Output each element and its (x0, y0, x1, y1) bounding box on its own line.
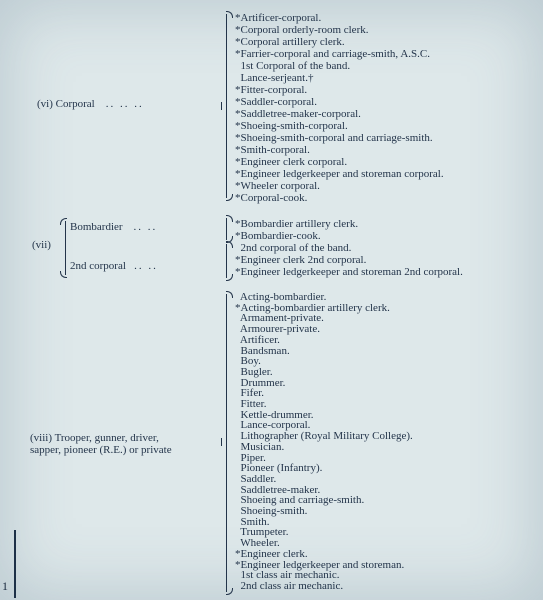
section-vi-items: *Artificer-corporal. *Corporal orderly-r… (235, 12, 444, 204)
section-numeral: (viii) (30, 432, 52, 444)
list-item: *Farrier-corporal and carriage-smith, A.… (235, 48, 444, 60)
section-label-line1: Trooper, gunner, driver, (55, 432, 159, 444)
list-item: Lance-serjeant.† (235, 72, 444, 84)
list-item: Musician. (235, 442, 413, 453)
footer-bar (14, 530, 16, 598)
list-item: *Engineer clerk corporal. (235, 156, 444, 168)
section-vii-bombardier-left: Bombardier .. .. (70, 221, 157, 233)
list-item: *Saddler-corporal. (235, 96, 444, 108)
brace-vii-left (65, 221, 66, 275)
list-item: *Corporal artillery clerk. (235, 36, 444, 48)
document-page: (vi) Corporal .. .. .. *Artificer-corpor… (0, 0, 543, 600)
section-vi-left: (vi) Corporal .. .. .. (37, 98, 144, 110)
list-item: *Engineer clerk. (235, 549, 413, 560)
list-item: *Fitter-corporal. (235, 84, 444, 96)
list-item: *Bombardier-cook. (235, 230, 358, 242)
sub-label: Bombardier (70, 221, 123, 233)
list-item: Artificer. (235, 335, 413, 346)
list-item: *Engineer clerk 2nd corporal. (235, 254, 463, 266)
section-label: Corporal (56, 98, 95, 110)
sub-label: 2nd corporal (70, 260, 126, 272)
list-item: 2nd corporal of the band. (235, 242, 463, 254)
list-item: *Saddletree-maker-corporal. (235, 108, 444, 120)
brace-viii (226, 294, 227, 592)
list-item: *Corporal orderly-room clerk. (235, 24, 444, 36)
page-number: 1 (2, 579, 8, 594)
brace-vii-2ndcorp (226, 244, 227, 278)
brace-vii-bombardier (226, 218, 227, 240)
section-vii-bombardier-items: *Bombardier artillery clerk. *Bombardier… (235, 218, 358, 242)
sub-dots: .. .. (134, 260, 158, 272)
list-item: *Engineer ledgerkeeper and storeman corp… (235, 168, 444, 180)
list-item: 1st Corporal of the band. (235, 60, 444, 72)
list-item: 2nd class air mechanic. (235, 581, 413, 592)
section-viii-items: Acting-bombardier. *Acting-bombardier ar… (235, 292, 413, 592)
list-item: *Engineer ledgerkeeper and storeman 2nd … (235, 266, 463, 278)
list-item: *Smith-corporal. (235, 144, 444, 156)
section-vii-numeral: (vii) (32, 239, 51, 251)
list-item: *Wheeler corporal. (235, 180, 444, 192)
list-item: *Artificer-corporal. (235, 12, 444, 24)
list-item: *Shoeing-smith-corporal and carriage-smi… (235, 132, 444, 144)
list-item: *Bombardier artillery clerk. (235, 218, 358, 230)
brace-vi (226, 14, 227, 198)
section-dots: .. .. .. (106, 98, 144, 110)
list-item: Bandsman. (235, 346, 413, 357)
section-numeral: (vi) (37, 98, 53, 110)
list-item: *Corporal-cook. (235, 192, 444, 204)
section-vii-2ndcorp-left: 2nd corporal .. .. (70, 260, 158, 272)
sub-dots: .. .. (134, 221, 158, 233)
section-vii-2ndcorp-items: 2nd corporal of the band. *Engineer cler… (235, 242, 463, 278)
section-numeral: (vii) (32, 239, 51, 251)
section-viii-left: (viii) Trooper, gunner, driver, sapper, … (30, 432, 225, 456)
list-item: *Shoeing-smith-corporal. (235, 120, 444, 132)
section-label-line2: sapper, pioneer (R.E.) or private (30, 444, 172, 456)
